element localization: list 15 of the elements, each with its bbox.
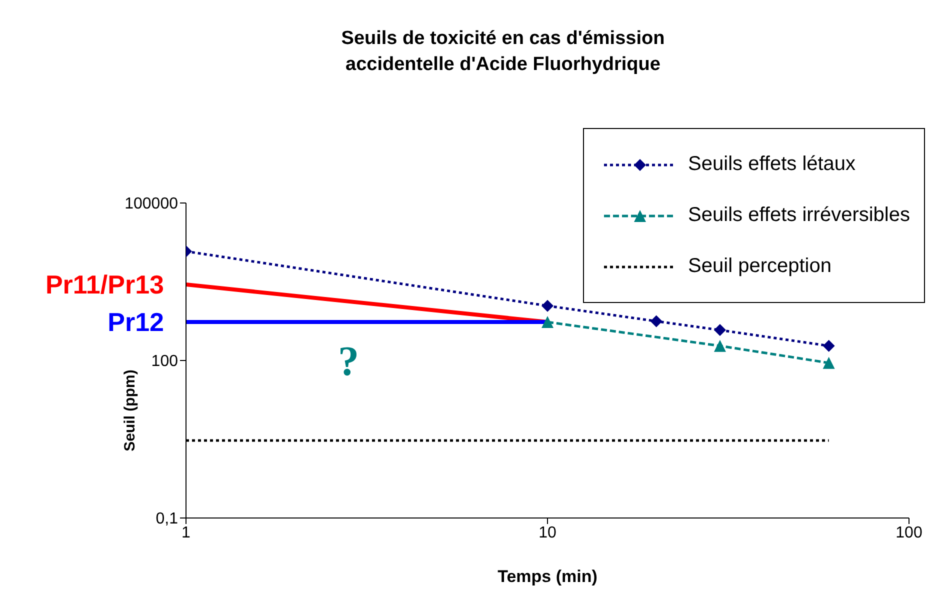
legend-label: Seuils effets irréversibles — [688, 204, 910, 227]
y-tick-label: 100000 — [124, 196, 178, 213]
chart-title: Seuils de toxicité en cas d'émission accidentelle d'Acide Fluorhydrique — [340, 27, 666, 77]
y-axis-title: Seuil (ppm) — [122, 370, 138, 452]
series-label: Pr12 — [108, 307, 164, 338]
legend-label: Seuil perception — [688, 255, 832, 278]
x-tick-label: 10 — [538, 524, 556, 542]
x-axis-title: Temps (min) — [498, 567, 598, 586]
y-tick-label: 0,1 — [156, 510, 178, 528]
legend-label: Seuils effets létaux — [688, 153, 856, 176]
annotation: ? — [338, 338, 359, 386]
series-label: Pr11/Pr13 — [45, 270, 164, 300]
x-tick-label: 1 — [182, 524, 191, 542]
x-tick-label: 100 — [896, 524, 922, 542]
y-tick-label: 100 — [151, 353, 178, 370]
